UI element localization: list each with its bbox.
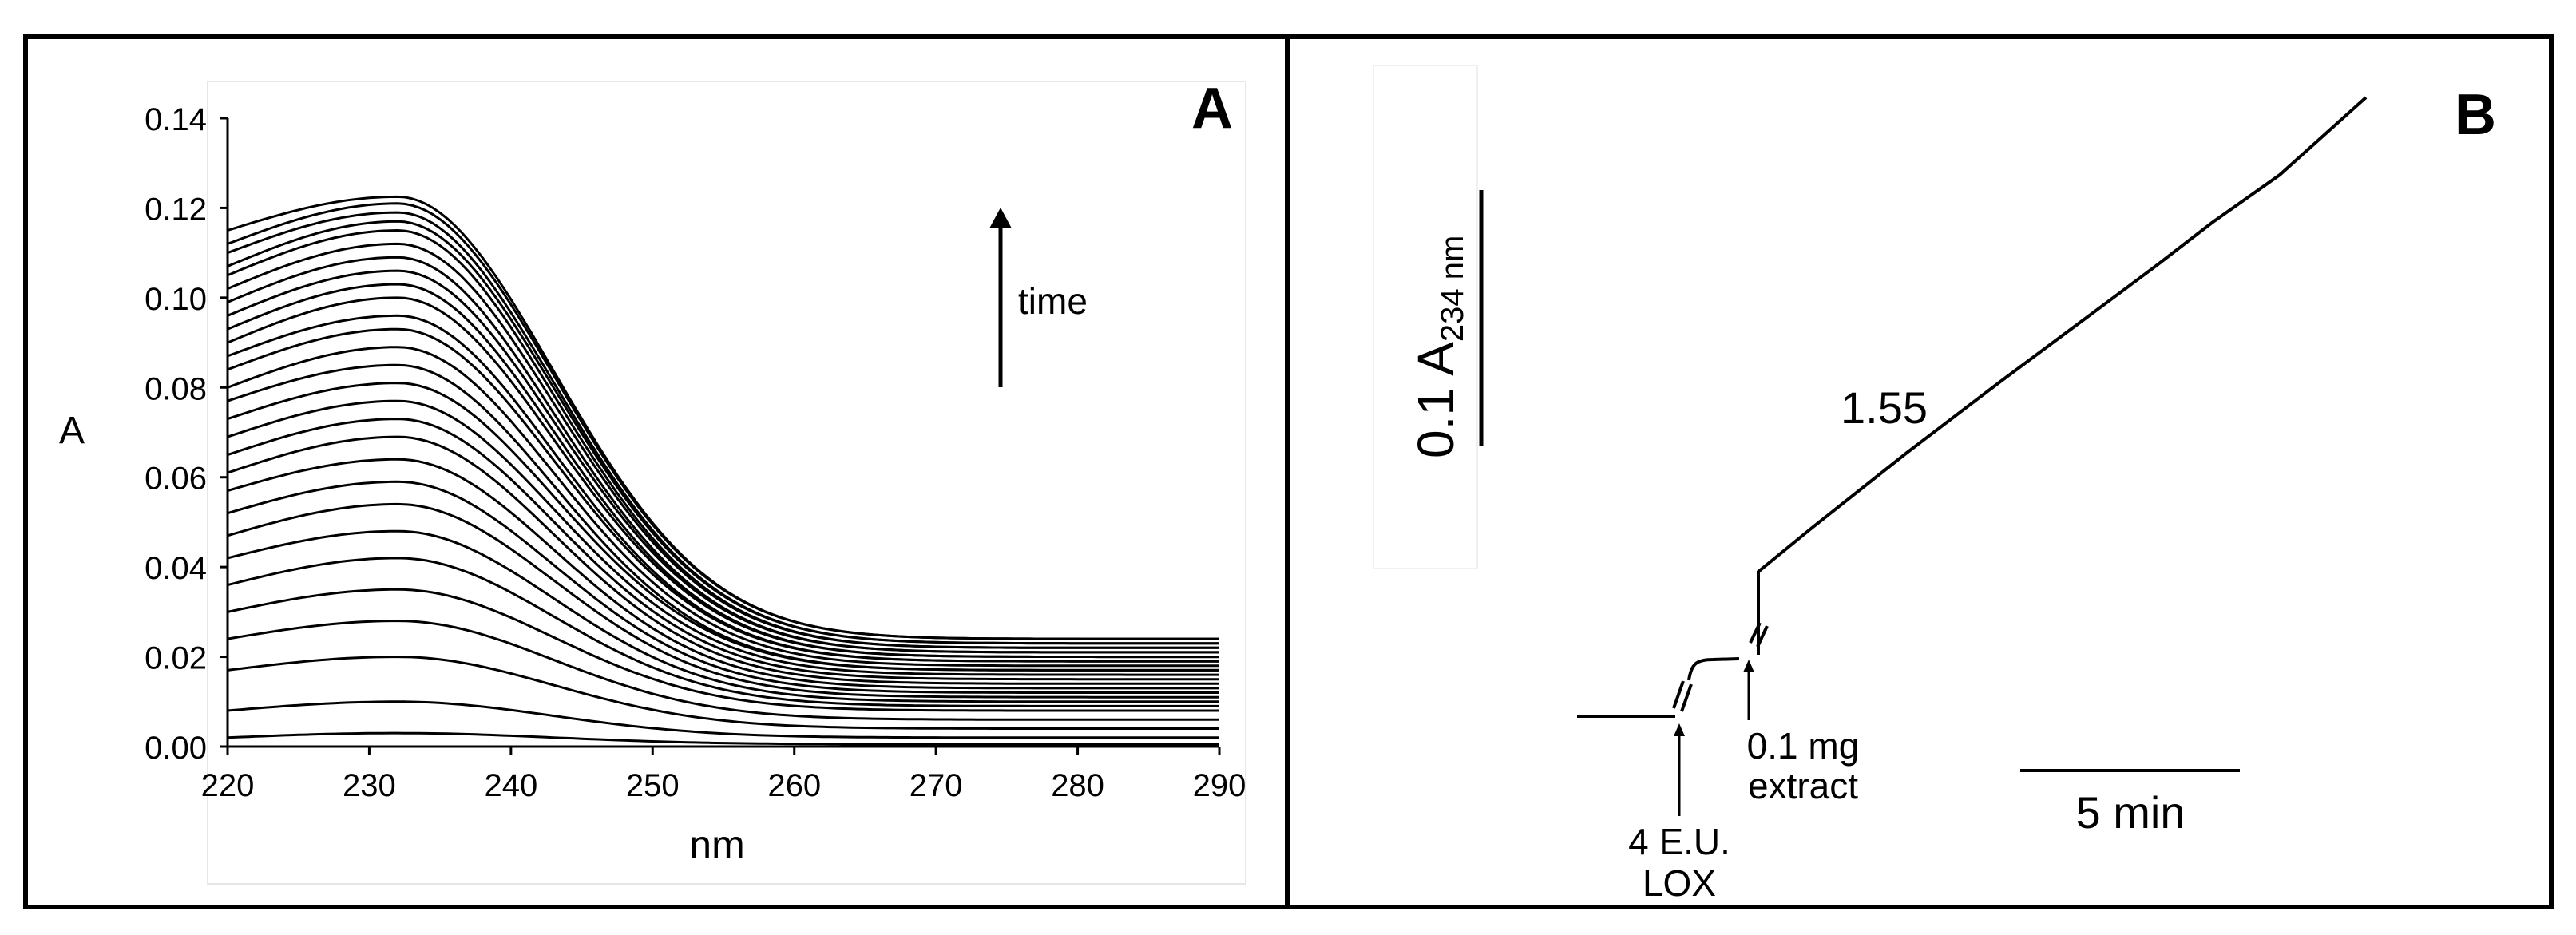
x-ticks-a: 220 230 240 250 260 270 280 290: [201, 747, 1246, 803]
spectrum-line: [227, 228, 1219, 649]
panel-a-plot-bg: [207, 81, 1246, 885]
x-tick-label-a: 290: [1193, 768, 1246, 803]
kinetics-lox-segment: [1687, 657, 1740, 681]
kinetics-rate-trace: [1757, 96, 2368, 655]
spectrum-line: [227, 314, 1219, 663]
spectrum-line: [227, 435, 1219, 685]
spectrum-line: [227, 363, 1219, 672]
panel-a: A 0.00 0.02 0.04 0.06 0.08 0.10 0.12 0.14 220 23…: [23, 34, 1290, 909]
break-mark-2b: [1756, 625, 1769, 648]
spectrum-line: [227, 399, 1219, 676]
spectrum-line: [227, 480, 1219, 694]
x-tick-label-a: 250: [626, 768, 680, 803]
spectrum-line: [227, 502, 1219, 699]
panel-label-b: B: [2455, 83, 2496, 147]
panel-b-frame: [1285, 34, 2554, 909]
x-tick-label-a: 270: [910, 768, 963, 803]
spectrum-line: [227, 256, 1219, 654]
y-tick-label-a: 0.02: [145, 641, 207, 676]
panel-b: B 0.1 A234 nm 1.55 4 E.U. LOX 0.1 mg ext…: [1285, 34, 2554, 909]
x-tick-label-a: 240: [484, 768, 537, 803]
scale-bar-y-bg: [1373, 65, 1478, 569]
lox-label-line1: 4 E.U.: [1628, 821, 1730, 862]
y-tick-label-a: 0.14: [145, 102, 207, 137]
x-tick-label-a: 280: [1051, 768, 1104, 803]
y-axis-label-a: A: [59, 410, 85, 452]
spectrum-line: [227, 195, 1219, 640]
spectrum-line: [227, 418, 1219, 681]
spectrum-line: [227, 283, 1219, 659]
x-axis-label-a: nm: [689, 822, 744, 867]
lox-arrow-head: [1674, 723, 1685, 736]
y-tick-label-a: 0.08: [145, 371, 207, 406]
panel-label-a: A: [1191, 77, 1233, 141]
scale-bar-y-label: 0.1 A234 nm: [1407, 236, 1470, 458]
spectrum-line: [227, 458, 1219, 690]
time-annotation: time: [1018, 280, 1088, 322]
x-tick-label-a: 220: [201, 768, 255, 803]
lox-label-line2: LOX: [1643, 862, 1716, 904]
y-tick-label-a: 0.12: [145, 192, 207, 227]
time-arrow-head: [989, 208, 1012, 228]
y-ticks-a: 0.00 0.02 0.04 0.06 0.08 0.10 0.12 0.14: [145, 102, 228, 766]
spectra-curves: [227, 195, 1219, 746]
spectrum-line: [227, 731, 1219, 746]
scale-bar-x-label: 5 min: [2076, 787, 2186, 838]
rate-label: 1.55: [1841, 382, 1928, 433]
x-tick-label-a: 260: [767, 768, 821, 803]
y-tick-label-a: 0.06: [145, 462, 207, 497]
spectrum-line: [227, 529, 1219, 703]
extract-label-line1: 0.1 mg: [1747, 725, 1860, 767]
break-mark-2a: [1749, 622, 1762, 644]
break-mark-1a: [1672, 680, 1685, 709]
extract-label-line2: extract: [1748, 765, 1858, 806]
break-mark-1b: [1680, 683, 1693, 712]
spectrum-line: [227, 588, 1219, 712]
extract-arrow-head: [1743, 660, 1754, 672]
y-tick-label-a: 0.10: [145, 282, 207, 317]
y-tick-label-a: 0.04: [145, 551, 207, 586]
spectrum-line: [227, 700, 1219, 739]
spectrum-line: [227, 557, 1219, 707]
spectrum-line: [227, 620, 1219, 721]
spectrum-line: [227, 656, 1219, 730]
y-tick-label-a: 0.00: [145, 731, 207, 766]
spectrum-line: [227, 346, 1219, 668]
x-tick-label-a: 230: [343, 768, 396, 803]
spectrum-line: [227, 211, 1219, 645]
